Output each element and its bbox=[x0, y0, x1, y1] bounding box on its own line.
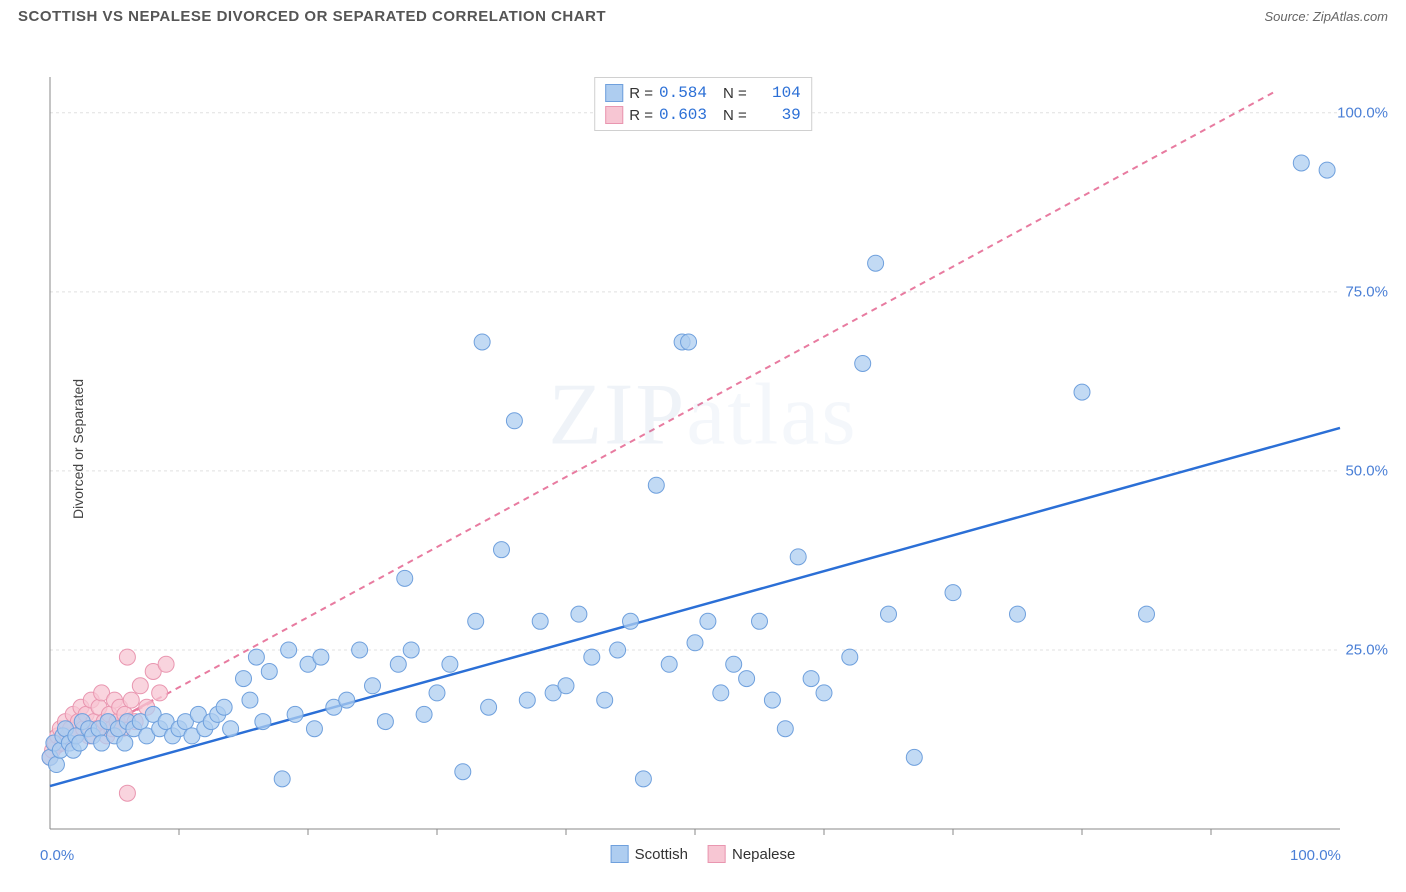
swatch-nepalese bbox=[708, 845, 726, 863]
chart-area: ZIPatlas Divorced or Separated R = 0.584… bbox=[0, 29, 1406, 869]
y-axis-label: Divorced or Separated bbox=[70, 379, 86, 519]
legend: Scottish Nepalese bbox=[611, 845, 796, 863]
source-attribution: Source: ZipAtlas.com bbox=[1264, 9, 1388, 24]
scatter-chart-svg bbox=[0, 29, 1406, 869]
swatch-scottish bbox=[611, 845, 629, 863]
y-tick-label: 50.0% bbox=[1345, 462, 1388, 479]
legend-item-scottish: Scottish bbox=[611, 845, 688, 863]
y-tick-label: 75.0% bbox=[1345, 283, 1388, 300]
chart-title: SCOTTISH VS NEPALESE DIVORCED OR SEPARAT… bbox=[18, 8, 606, 25]
correlation-stats-box: R = 0.584 N = 104 R = 0.603 N = 39 bbox=[594, 77, 812, 131]
x-tick-label-right: 100.0% bbox=[1290, 847, 1341, 864]
stat-row-nepalese: R = 0.603 N = 39 bbox=[605, 104, 801, 126]
y-tick-label: 25.0% bbox=[1345, 641, 1388, 658]
header: SCOTTISH VS NEPALESE DIVORCED OR SEPARAT… bbox=[0, 0, 1406, 29]
swatch-scottish bbox=[605, 84, 623, 102]
legend-item-nepalese: Nepalese bbox=[708, 845, 795, 863]
swatch-nepalese bbox=[605, 106, 623, 124]
stat-row-scottish: R = 0.584 N = 104 bbox=[605, 82, 801, 104]
y-tick-label: 100.0% bbox=[1337, 104, 1388, 121]
x-tick-label-left: 0.0% bbox=[40, 847, 74, 864]
